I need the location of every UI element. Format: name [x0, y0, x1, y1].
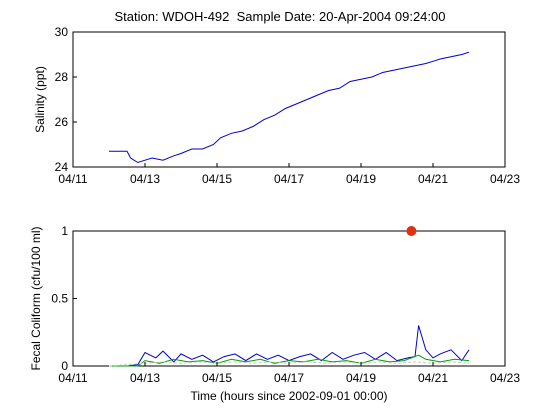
figure-title: Station: WDOH-492 Sample Date: 20-Apr-20… [114, 9, 446, 24]
salinity-series-line-0 [109, 51, 470, 164]
fecal-x-tick-label-3: 04/17 [274, 371, 304, 385]
fecal-y-axis-label: Fecal Coliform (cfu/100 ml) [29, 226, 43, 370]
fecal-series-line-0 [109, 325, 470, 367]
salinity-x-tick-label-1: 04/13 [130, 172, 160, 186]
fecal-x-tick-label-2: 04/15 [202, 371, 232, 385]
fecal-y-tick-label-1: 0.5 [51, 292, 68, 306]
fecal-x-axis-label: Time (hours since 2002-09-01 00:00) [191, 389, 388, 403]
fecal-series [108, 325, 470, 367]
fecal-x-tick-label-4: 04/19 [346, 371, 376, 385]
fecal-y-tick-label-0: 0 [61, 359, 68, 373]
fecal-axes-box [72, 230, 506, 367]
salinity-y-tick-label-2: 28 [55, 70, 69, 84]
fecal-coliform-panel: 04/11 04/13 04/15 04/17 04/19 04/21 04/23 00.5… [29, 224, 520, 403]
fecal-x-tick-label-6: 04/23 [490, 371, 520, 385]
salinity-x-tick-label-3: 04/17 [274, 172, 304, 186]
salinity-y-tick-label-3: 30 [55, 25, 69, 39]
fecal-y-ticks: 00.51 [51, 224, 77, 373]
fecal-series-line-1 [109, 354, 470, 367]
fecal-sample-marker-0 [406, 226, 417, 236]
salinity-y-axis-label: Salinity (ppt) [33, 66, 47, 133]
fecal-x-tick-label-5: 04/21 [418, 371, 448, 385]
salinity-x-tick-label-6: 04/23 [490, 172, 520, 186]
salinity-series [109, 51, 470, 164]
salinity-y-ticks: 24 26 28 30 [55, 25, 77, 174]
salinity-x-tick-label-2: 04/15 [202, 172, 232, 186]
fecal-x-ticks: 04/11 04/13 04/15 04/17 04/19 04/21 04/23 [58, 362, 520, 385]
fecal-x-tick-label-1: 04/13 [130, 371, 160, 385]
salinity-axes-box [72, 31, 506, 168]
fecal-sample-points [406, 226, 417, 236]
salinity-x-tick-label-5: 04/21 [418, 172, 448, 186]
salinity-y-tick-label-0: 24 [55, 160, 69, 174]
fecal-series-line-2 [108, 361, 470, 367]
salinity-panel: 04/11 04/13 04/15 04/17 04/19 04/21 04/23 24 26… [33, 25, 520, 186]
fecal-y-tick-label-2: 1 [61, 224, 68, 238]
salinity-x-tick-label-0: 04/11 [58, 172, 87, 186]
salinity-x-ticks: 04/11 04/13 04/15 04/17 04/19 04/21 04/23 [58, 163, 520, 186]
fecal-x-tick-label-0: 04/11 [58, 371, 87, 385]
salinity-x-tick-label-4: 04/19 [346, 172, 376, 186]
salinity-y-tick-label-1: 26 [55, 115, 69, 129]
